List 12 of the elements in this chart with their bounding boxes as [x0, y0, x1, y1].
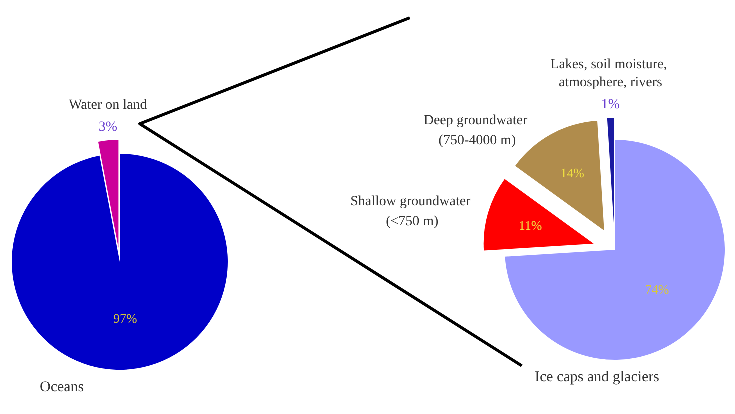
- slice-label: Water on land: [69, 98, 148, 114]
- data-label: 11%: [518, 218, 542, 233]
- data-label: 74%: [645, 282, 670, 298]
- slice-label: Oceans: [40, 380, 84, 396]
- data-label: 97%: [113, 311, 138, 326]
- slice-label: Ice caps and glaciers: [535, 370, 660, 386]
- data-label: 14%: [560, 165, 585, 180]
- slice-label: Shallow groundwater (<750 m): [350, 194, 474, 230]
- slice-label: Deep groundwater (750-4000 m): [424, 113, 532, 148]
- data-label: 3%: [98, 120, 118, 136]
- data-label: 1%: [601, 98, 620, 113]
- slice-label: Lakes, soil moisture, atmosphere, rivers: [550, 58, 671, 91]
